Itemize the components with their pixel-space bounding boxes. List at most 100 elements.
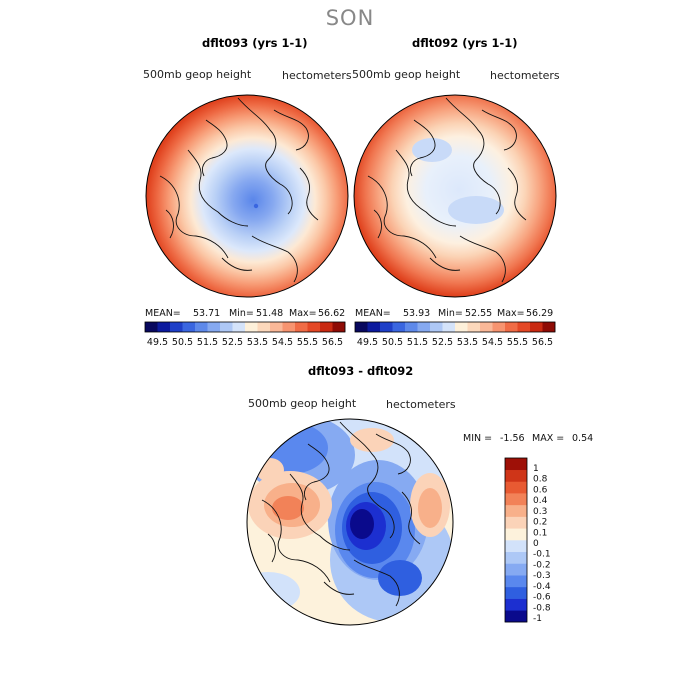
panel2-boundary [353,94,557,298]
panel1-colorbar-tick: 56.5 [322,337,343,348]
panel2-colorbar-swatch [367,322,381,332]
panel1-colorbar-swatch [195,322,208,332]
panel1-colorbar-tick: 51.5 [197,337,218,348]
panel1-colorbar-swatch [245,322,258,332]
panel3-anomalies [247,419,453,622]
panel1-field [146,95,348,297]
panel3-colorbar-tick: -0.2 [533,560,551,570]
panel1-colorbar-swatch [182,322,196,332]
panel2-map [353,94,557,298]
panel3-min-label: MIN = [463,433,493,444]
panel2-coastlines [367,97,527,283]
panel1-coastlines [159,97,319,283]
panel1-colorbar-swatch [232,322,246,332]
panel2-colorbar-tick: 56.5 [532,337,553,348]
panel1-max-label: Max= [289,308,317,319]
panel3-boundary [246,418,454,626]
panel3-max-value: 0.54 [572,433,594,444]
panel1-colorbar-tick: 53.5 [247,337,268,348]
panel3-colorbar-swatch [505,586,527,599]
panel2-max-value: 56.29 [526,308,554,319]
panel3-colorbar-tick: 0.1 [533,528,547,538]
panel2-colorbar-swatch [442,322,456,332]
panel3-colorbar-tick: 0.6 [533,485,548,495]
panel2-colorbar-tick: 52.5 [432,337,453,348]
panel2-title: dflt092 (yrs 1-1) [412,36,518,50]
figure-suptitle: SON [325,6,375,30]
panel3-colorbar-swatch [505,540,527,553]
panel1-colorbar-swatch [207,322,221,332]
panel3-colorbar-tick: 0.2 [533,518,547,528]
panel1-colorbar-frame [144,321,346,333]
panel3-colorbar-tick: -0.1 [533,550,551,560]
panel3-max-label: MAX = [532,433,565,444]
panel1-colorbar-swatch [145,322,158,332]
panel1-min-label: Min= [229,308,254,319]
panel1-colorbar-tick: 49.5 [147,337,168,348]
panel1-colorbar-swatch [220,322,233,332]
panel3-colorbar-swatch [505,458,527,471]
panel3-colorbar-swatch [505,493,527,506]
panel2-colorbar-swatch [492,322,506,332]
panel3-colorbar-tick: 0 [533,539,539,549]
panel3-coastlines [261,421,421,607]
panel3-field-label: 500mb geop height [248,397,357,410]
panel2-max-label: Max= [497,308,525,319]
panel2-colorbar-swatch [430,322,443,332]
panel2-colorbar-tick: 54.5 [482,337,503,348]
colorbars-layer: 49.5 50.5 51.5 52.5 53.5 54.5 55.5 56.5 49.5 50.5… [144,321,556,624]
panel3-colorbar-tick: 1 [533,464,539,474]
panel2-colorbar-frame [354,321,556,333]
panel3-colorbar-tick: 0.8 [533,475,548,485]
panel2-colorbar-tick: 49.5 [357,337,378,348]
panel1-colorbar-swatch [282,322,296,332]
panel3-colorbar-frame [504,457,528,623]
panel3-colorbar-tick: -0.4 [533,582,551,592]
panel2-colorbar-tick: 53.5 [457,337,478,348]
panel2-low-patch-2 [412,138,452,162]
panel2-min-label: Min= [438,308,463,319]
panel3-colorbar-swatch [505,516,527,529]
panel1-colorbar-swatch [170,322,183,332]
panel2-colorbar-swatch [480,322,493,332]
panel2-mean-value: 53.93 [403,308,431,319]
panel1-mean-label: MEAN= [145,308,181,319]
panel1-colorbar-swatch [332,322,346,332]
panel2-units-label: hectometers [490,69,560,82]
panel2-colorbar-swatch [405,322,418,332]
panel3-colorbar-swatch [505,610,527,623]
panel1-colorbar-tick: 52.5 [222,337,243,348]
panel3-colorbar-tick: 0.4 [533,496,548,506]
panel1-colorbar-tick: 55.5 [297,337,318,348]
panel2-colorbar-tick: 51.5 [407,337,428,348]
panel3-colorbar-swatch [505,551,527,564]
panel1-colorbar-swatch [320,322,333,332]
panel1-colorbar-swatch [157,322,171,332]
panel1-units-label: hectometers [282,69,352,82]
panel3-colorbar-swatch [505,598,527,611]
panel2-colorbar-swatch [530,322,543,332]
panel3-colorbar-tick: -0.8 [533,603,551,613]
panel3-colorbar-swatch [505,563,527,576]
panel2-colorbar-swatch [380,322,393,332]
panel1-field-label: 500mb geop height [143,68,252,81]
panel2-min-value: 52.55 [465,308,493,319]
panel3-min-value: -1.56 [500,433,525,444]
panel3-colorbar-swatch [505,504,527,517]
panel1-mean-value: 53.71 [193,308,221,319]
panel2-colorbar-tick: 50.5 [382,337,403,348]
panel1-colorbar-swatch [295,322,308,332]
panel3-units-label: hectometers [386,398,456,411]
panel1-colorbar-swatch [270,322,283,332]
panel2-colorbar-swatch [542,322,556,332]
panel2-low-patch [448,196,504,224]
panel3-colorbar-swatch [505,528,527,541]
panel2-colorbar-swatch [517,322,531,332]
panel1-map [145,94,349,298]
panel2-mean-label: MEAN= [355,308,391,319]
panel3-colorbar-tick: 0.3 [533,507,547,517]
panel3-colorbar-swatch [505,575,527,588]
panel2-colorbar-swatch [417,322,431,332]
panel2-colorbar-tick: 55.5 [507,337,528,348]
